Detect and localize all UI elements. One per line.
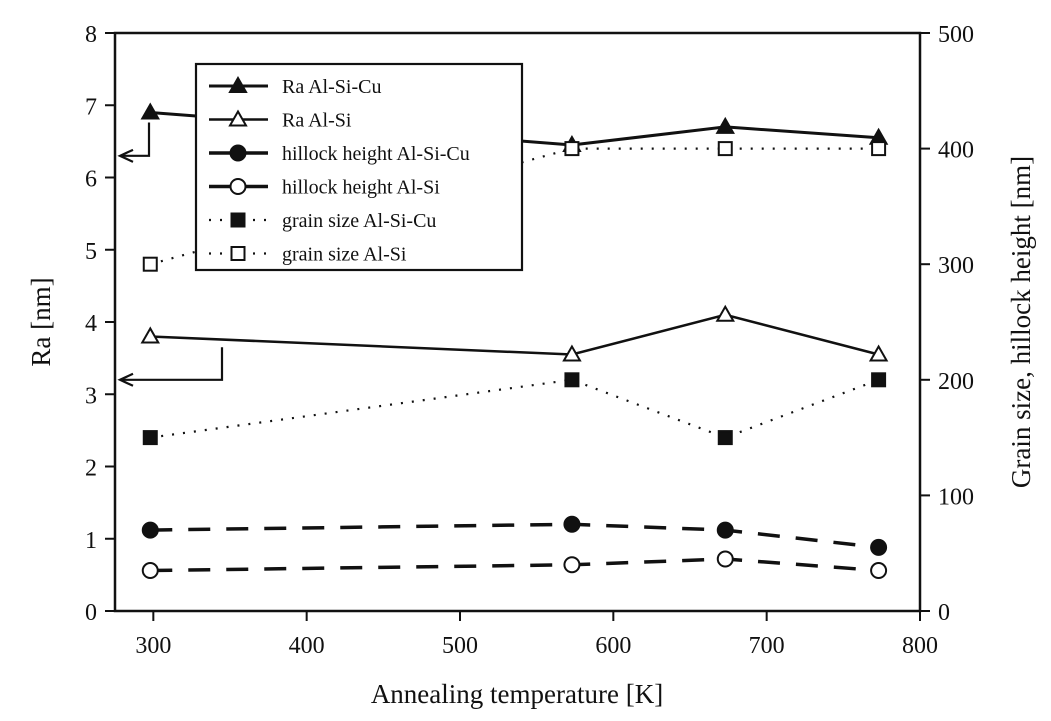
legend: Ra Al-Si-Cu Ra Al-Si hillock height Al-Si-… — [194, 62, 524, 272]
legend-marker — [230, 212, 246, 228]
data-point — [715, 304, 735, 322]
series-grain-size-al-si — [142, 141, 887, 272]
arrow-line — [120, 122, 151, 157]
legend-marker — [228, 75, 248, 93]
legend-label: grain size Al-Si-Cu — [282, 210, 436, 232]
series-line — [150, 522, 879, 550]
data-point — [141, 521, 159, 539]
data-point — [142, 256, 158, 272]
series-line — [150, 378, 879, 439]
x-tick-label: 700 — [749, 633, 785, 659]
data-point — [141, 562, 159, 580]
y-tick-label: 3 — [85, 383, 97, 409]
legend-marker — [230, 246, 246, 261]
legend-label: Ra Al-Si-Cu — [282, 76, 381, 98]
x-tick-label: 600 — [595, 633, 631, 659]
x-tick-label: 400 — [289, 633, 325, 659]
data-point — [564, 141, 580, 157]
x-tick-label: 500 — [442, 633, 478, 659]
legend-item: hillock height Al-Si-Cu — [209, 143, 470, 165]
data-point — [870, 538, 888, 556]
x-axis-label: Annealing temperature [K] — [371, 679, 663, 709]
y-tick-label: 7 — [85, 94, 97, 120]
y2-axis-label: Grain size, hillock height [nm] — [1006, 156, 1036, 488]
data-point — [564, 372, 580, 388]
series-line — [150, 313, 879, 356]
series-line — [150, 557, 879, 573]
y2-tick-label: 300 — [938, 253, 974, 279]
y2-tick-label: 200 — [938, 369, 974, 395]
legend-label: hillock height Al-Si — [282, 177, 440, 199]
legend-marker — [229, 144, 247, 162]
y2-tick-label: 400 — [938, 138, 974, 164]
data-point — [715, 116, 735, 134]
data-point — [716, 550, 734, 568]
data-point — [716, 521, 734, 539]
legend-marker — [229, 178, 247, 195]
legend-label: grain size Al-Si — [282, 244, 407, 266]
data-point — [142, 430, 158, 446]
y-tick-label: 6 — [85, 167, 97, 193]
data-point — [563, 515, 581, 533]
x-tick-label: 300 — [135, 633, 171, 659]
series-hillock-height-al-si-cu — [141, 515, 888, 556]
data-point — [717, 430, 733, 446]
data-point — [870, 562, 888, 580]
arrow-head — [117, 372, 134, 387]
y-tick-label: 0 — [85, 600, 97, 626]
series-grain-size-al-si-cu — [142, 372, 887, 446]
data-point — [871, 141, 887, 157]
data-point — [563, 556, 581, 574]
y-tick-label: 1 — [85, 528, 97, 554]
arrow-line — [120, 347, 224, 381]
y-tick-label: 4 — [85, 311, 97, 337]
legend-item: grain size Al-Si — [209, 244, 407, 266]
series-ra-al-si — [140, 304, 889, 362]
legend-item: grain size Al-Si-Cu — [209, 210, 436, 232]
data-point — [868, 344, 889, 362]
data-point — [140, 102, 160, 120]
data-point — [717, 141, 733, 157]
y2-tick-label: 500 — [938, 22, 974, 48]
legend-box — [194, 62, 524, 272]
legend-item: Ra Al-Si — [209, 109, 352, 132]
y-tick-label: 2 — [85, 456, 97, 482]
arrow-head — [117, 148, 134, 163]
y-tick-label: 5 — [85, 239, 97, 265]
legend-item: Ra Al-Si-Cu — [209, 75, 381, 98]
x-tick-label: 800 — [902, 633, 938, 659]
legend-item: hillock height Al-Si — [209, 177, 440, 199]
y-tick-label: 8 — [85, 22, 97, 48]
data-point — [562, 344, 582, 362]
data-point — [871, 372, 887, 388]
y-axis-label: Ra [nm] — [26, 277, 56, 366]
series-hillock-height-al-si — [141, 550, 888, 580]
legend-label: hillock height Al-Si-Cu — [282, 143, 470, 165]
legend-marker — [228, 109, 248, 127]
y2-tick-label: 0 — [938, 600, 950, 626]
y2-tick-label: 100 — [938, 484, 974, 510]
axis-arrows — [117, 122, 224, 387]
data-point — [140, 326, 160, 344]
legend-label: Ra Al-Si — [282, 110, 352, 132]
